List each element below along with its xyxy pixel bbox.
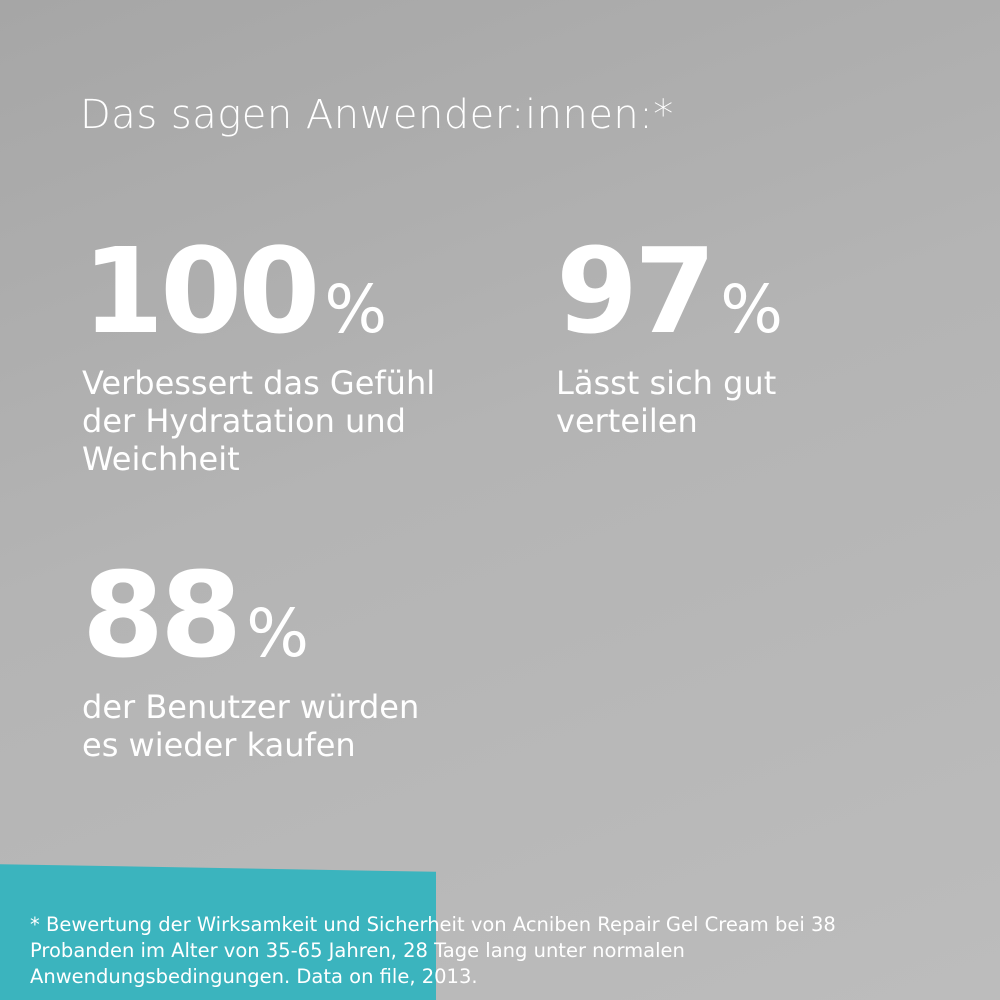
- stat: 97% Lässt sich gut verteilen: [556, 222, 783, 440]
- footnote-line: Probanden im Alter von 35-65 Jahren, 28 …: [30, 939, 685, 962]
- label-line: Verbessert das Gefühl: [82, 364, 436, 402]
- stat: 100% Verbessert das Gefühl der Hydratation…: [82, 232, 435, 478]
- stat-number: 97%: [556, 222, 783, 360]
- stat-label: der Benutzer würden es wieder kaufen: [82, 688, 419, 764]
- stat-number: 100%: [82, 222, 387, 360]
- stat-unit: %: [720, 271, 783, 348]
- label-line: verteilen: [556, 402, 698, 440]
- footnote-line: * Bewertung der Wirksamkeit und Sicherhe…: [30, 913, 836, 936]
- label-line: der Hydratation und: [82, 402, 406, 440]
- label-line: es wieder kaufen: [82, 726, 356, 764]
- title: Das sagen Anwender:innen:*: [80, 92, 674, 138]
- stat: 88% der Benutzer würden es wieder kaufen: [82, 556, 419, 764]
- stat-label: Verbessert das Gefühl der Hydratation und…: [82, 364, 435, 478]
- footnote-line: Anwendungsbedingungen. Data on file, 201…: [30, 965, 478, 988]
- label-line: Weichheit: [82, 440, 240, 478]
- footnote: * Bewertung der Wirksamkeit und Sicherhe…: [30, 912, 836, 990]
- stat-unit: %: [324, 271, 387, 348]
- label-line: Lässt sich gut: [556, 364, 777, 402]
- stat-number: 88%: [82, 546, 309, 684]
- stat-label: Lässt sich gut verteilen: [556, 364, 779, 440]
- stat-unit: %: [246, 595, 309, 672]
- label-line: der Benutzer würden: [82, 688, 420, 726]
